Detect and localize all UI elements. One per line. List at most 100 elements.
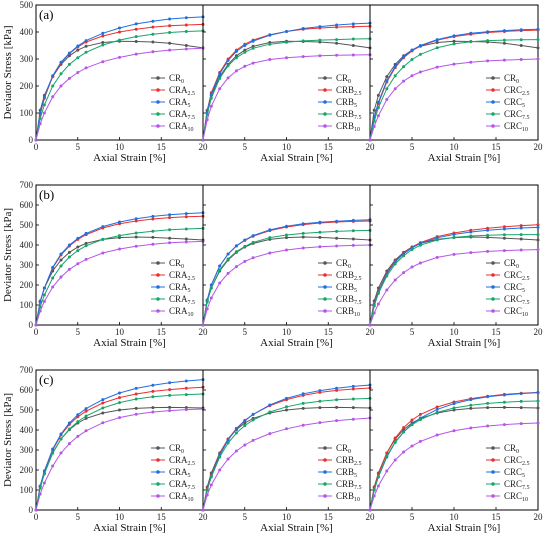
legend-label-subscript: 7.5 — [522, 115, 530, 121]
legend-label-subscript: 7.5 — [188, 300, 196, 306]
series-point — [268, 33, 272, 37]
series-point — [209, 96, 213, 100]
series-point — [134, 22, 138, 26]
series-point — [226, 257, 230, 261]
series-point — [469, 426, 473, 430]
series-point — [226, 252, 230, 256]
series-point — [67, 51, 71, 55]
series-point — [168, 216, 172, 220]
series-point — [502, 405, 506, 409]
legend-label: CR0 — [336, 258, 351, 270]
series-point — [209, 92, 213, 96]
series-point — [134, 412, 138, 416]
series-point — [469, 234, 473, 238]
series-point — [372, 488, 376, 492]
x-tick-label: 20 — [534, 327, 544, 337]
series-point — [76, 413, 80, 417]
legend-marker — [156, 494, 160, 498]
series-point — [84, 409, 88, 413]
legend-label: CR0 — [336, 73, 351, 85]
legend-marker — [491, 309, 495, 313]
legend-label: CRA10 — [169, 491, 194, 503]
series-point — [519, 224, 523, 228]
series-point — [205, 118, 209, 122]
legend-label: CRB5 — [336, 467, 357, 479]
series-point — [393, 440, 397, 444]
series-point — [168, 409, 172, 413]
series-point — [243, 424, 247, 428]
series-point — [268, 410, 272, 414]
legend-marker — [323, 261, 327, 265]
series-point — [268, 403, 272, 407]
series-point — [519, 226, 523, 230]
panel-label: (b) — [39, 187, 54, 202]
series-point — [218, 264, 222, 268]
subplot-3-2: 5 10 15 20 Axial Strain [%] CR0CRB2.5CRB5CRB7… — [201, 369, 375, 534]
series-point — [151, 410, 155, 414]
series-point — [209, 104, 213, 108]
legend-label: CRB5 — [336, 97, 357, 109]
legend-marker — [491, 494, 495, 498]
legend-label: CRC5 — [504, 97, 525, 109]
series-point — [376, 484, 380, 488]
y-tick-label: 500 — [20, 220, 34, 230]
series-point — [536, 391, 540, 395]
series-point — [410, 265, 414, 269]
series-point — [84, 416, 88, 420]
series-point — [435, 41, 439, 44]
series-point — [184, 408, 188, 412]
panel-label: (a) — [39, 7, 53, 22]
series-point — [502, 38, 506, 42]
legend-label-subscript: 2.5 — [522, 276, 530, 282]
series-point — [372, 311, 376, 315]
series-point — [469, 403, 473, 407]
series-point — [134, 27, 138, 31]
x-tick-label: 5 — [76, 327, 81, 337]
x-tick-label: 10 — [450, 327, 460, 337]
series-point — [209, 296, 213, 300]
legend-marker — [156, 309, 160, 313]
series-point — [243, 244, 247, 248]
series-point — [410, 48, 414, 52]
legend-marker — [323, 285, 327, 289]
legend-marker — [491, 482, 495, 486]
x-tick-label: 10 — [282, 327, 292, 337]
x-tick-label: 15 — [324, 327, 334, 337]
series-point — [226, 457, 230, 461]
legend-label-subscript: 5 — [354, 288, 357, 294]
series-point — [38, 492, 42, 496]
series-point — [452, 429, 456, 433]
series-point — [134, 231, 138, 235]
series-point — [301, 222, 305, 226]
series-point — [318, 389, 322, 393]
series-point — [335, 388, 339, 392]
series-point — [301, 231, 305, 235]
x-axis-label: Axial Strain [%] — [260, 152, 333, 164]
series-point — [435, 46, 439, 50]
series-point — [151, 235, 155, 239]
series-point — [285, 224, 288, 228]
legend-label-subscript: 10 — [354, 497, 360, 503]
legend-label: CRA10 — [169, 306, 194, 318]
series-point — [335, 419, 339, 423]
series-point — [42, 472, 46, 476]
series-point — [536, 399, 540, 403]
series-point — [251, 46, 255, 50]
y-tick-label: 0 — [29, 505, 34, 515]
legend-label-subscript: 10 — [522, 312, 528, 318]
series-point — [243, 48, 247, 52]
subplot-1-2: 5 10 15 20 Axial Strain [%] CR0CRB2.5CRB5CRB7… — [201, 4, 375, 164]
series-point — [234, 265, 238, 269]
series-point — [184, 237, 188, 241]
series-point — [42, 299, 46, 303]
series-point — [76, 245, 80, 249]
series-point — [84, 257, 88, 261]
series-point — [243, 64, 247, 68]
series-point — [268, 58, 272, 61]
y-tick-label: 100 — [20, 108, 34, 118]
series-point — [410, 58, 414, 61]
series-point — [151, 395, 155, 399]
x-axis-label: Axial Strain [%] — [260, 522, 333, 534]
x-axis-label: Axial Strain [%] — [260, 337, 333, 349]
series-point — [101, 31, 105, 35]
